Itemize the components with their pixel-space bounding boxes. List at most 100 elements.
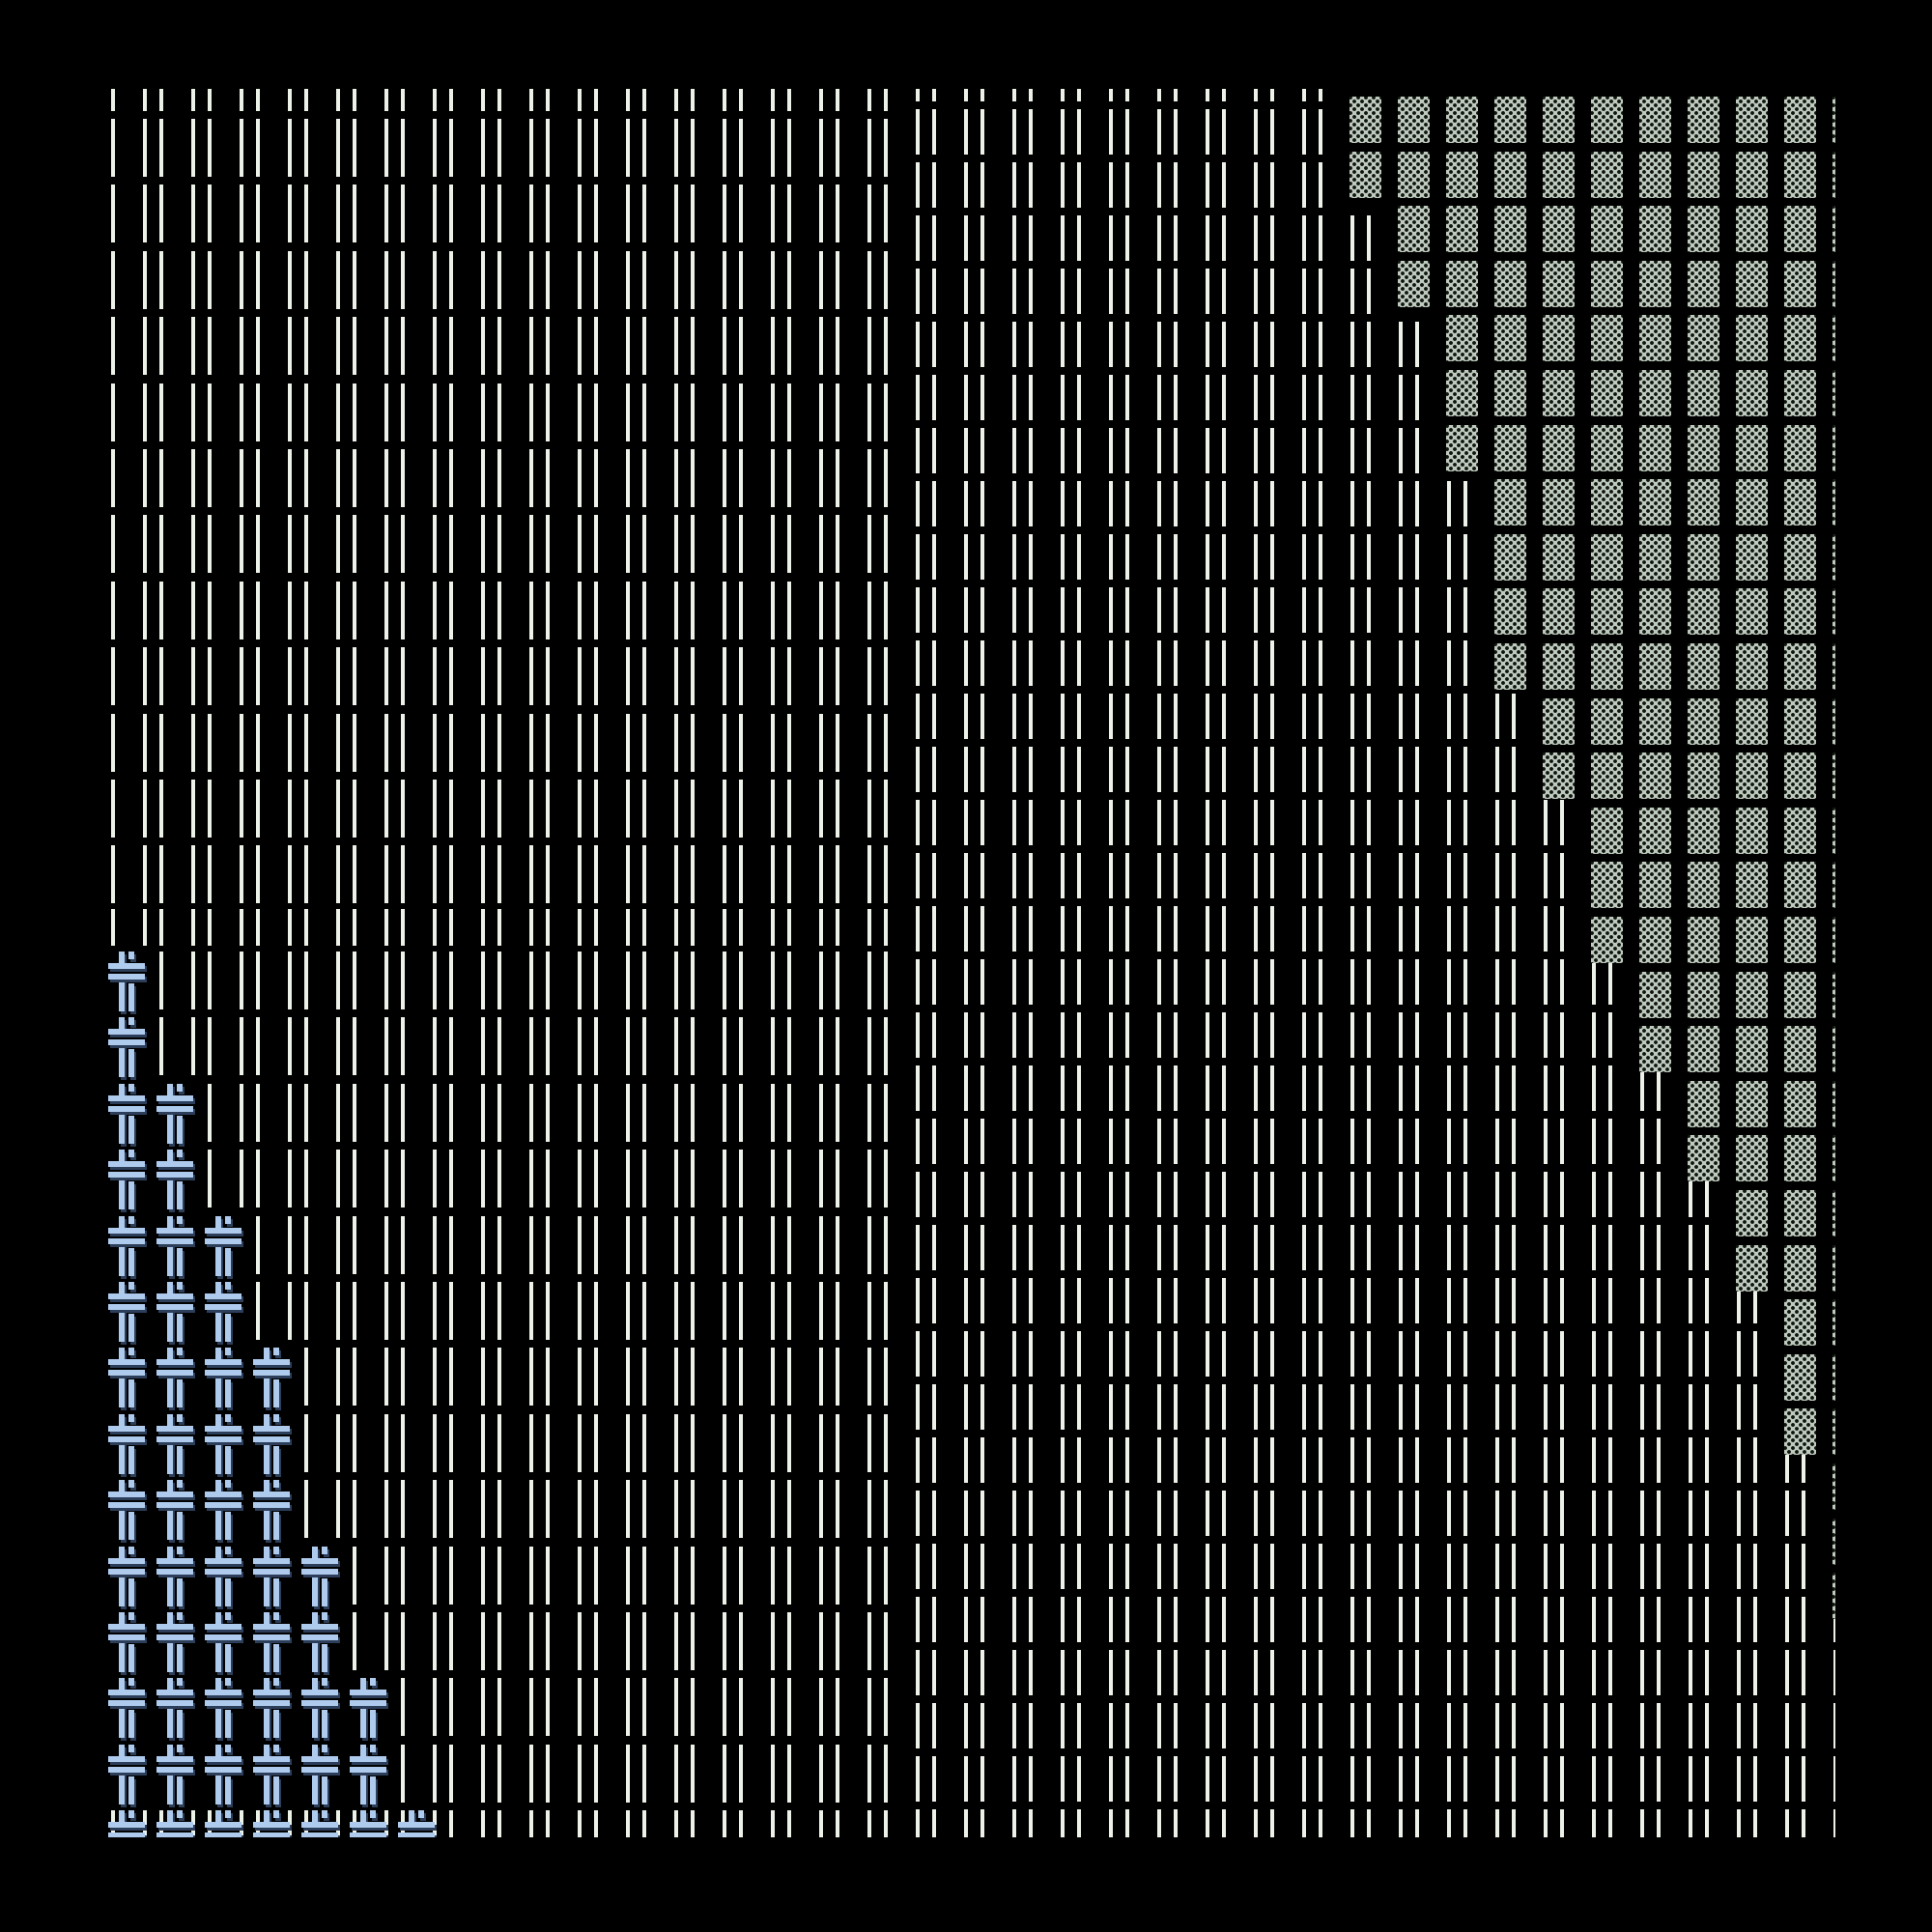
vertical-bar-glyph (1174, 1384, 1178, 1430)
vertical-bar-glyph (1592, 1756, 1596, 1802)
textured-block-glyph (1494, 479, 1526, 526)
vertical-bar-glyph (1125, 640, 1129, 686)
textured-block-glyph (1736, 260, 1768, 307)
vertical-bar-glyph (1157, 1065, 1161, 1111)
vertical-bar-glyph (481, 515, 485, 574)
vertical-bar-glyph (1592, 959, 1596, 1005)
vertical-bar-glyph (1495, 1331, 1499, 1377)
textured-block-glyph (1784, 862, 1816, 909)
double-cross-glyph (301, 1624, 338, 1630)
double-cross-glyph (225, 1413, 231, 1422)
vertical-bar-glyph (1302, 1278, 1306, 1323)
vertical-bar-glyph (1319, 1491, 1322, 1536)
vertical-bar-glyph (1157, 1119, 1161, 1164)
vertical-bar-glyph (1029, 162, 1033, 208)
vertical-bar-glyph (1447, 906, 1451, 952)
vertical-bar-glyph (1608, 1278, 1612, 1323)
vertical-bar-glyph (674, 119, 678, 177)
vertical-bar-glyph (1512, 800, 1516, 845)
textured-block-glyph (1833, 971, 1835, 1018)
vertical-bar-glyph (836, 1150, 839, 1208)
vertical-bar-glyph (401, 119, 405, 177)
vertical-bar-glyph (1174, 1012, 1178, 1058)
vertical-bar-glyph (1657, 1650, 1661, 1695)
vertical-bar-glyph (1157, 1544, 1161, 1589)
vertical-bar-glyph (288, 1810, 292, 1837)
vertical-bar-glyph (304, 250, 308, 309)
vertical-bar-glyph (787, 1348, 791, 1406)
vertical-bar-glyph (964, 1703, 968, 1748)
vertical-bar-glyph (626, 1215, 630, 1274)
vertical-bar-glyph (1495, 800, 1499, 845)
vertical-bar-glyph (1415, 1384, 1419, 1430)
vertical-bar-glyph (1495, 1703, 1499, 1748)
vertical-bar-glyph (336, 89, 340, 111)
vertical-bar-glyph (1109, 322, 1113, 367)
vertical-bar-glyph (1109, 694, 1113, 739)
vertical-bar-glyph (1222, 1278, 1226, 1323)
vertical-bar-glyph (401, 909, 405, 946)
vertical-bar-glyph (191, 1017, 195, 1076)
vertical-bar-glyph (1270, 1278, 1274, 1323)
vertical-bar-glyph (1367, 215, 1371, 261)
vertical-bar-glyph (433, 383, 437, 441)
vertical-bar-glyph (1029, 1172, 1033, 1217)
vertical-bar-glyph (1319, 747, 1322, 792)
vertical-bar-glyph (1270, 959, 1274, 1005)
double-cross-glyph (119, 1413, 125, 1426)
vertical-bar-glyph (1029, 1384, 1033, 1430)
vertical-bar-glyph (353, 515, 356, 574)
vertical-bar-glyph (739, 1678, 743, 1737)
double-cross-glyph (177, 1546, 183, 1554)
vertical-bar-glyph (739, 952, 743, 1009)
vertical-bar-glyph (578, 1612, 582, 1670)
vertical-bar-glyph (353, 1282, 356, 1340)
vertical-bar-glyph (384, 449, 388, 507)
vertical-bar-glyph (143, 89, 147, 111)
vertical-bar-glyph (1174, 1225, 1178, 1270)
double-cross-glyph (205, 1634, 242, 1640)
textured-block-glyph (1543, 588, 1575, 636)
vertical-bar-glyph (1447, 800, 1451, 845)
double-cross-glyph (167, 1810, 173, 1823)
textured-block-glyph (1736, 1190, 1768, 1236)
double-cross-glyph (225, 1512, 231, 1541)
double-cross-glyph (167, 1310, 173, 1342)
vertical-bar-glyph (1705, 1597, 1709, 1642)
vertical-bar-glyph (1302, 1650, 1306, 1695)
vertical-bar-glyph (1270, 215, 1274, 261)
vertical-bar-glyph (691, 952, 695, 1009)
vertical-bar-glyph (1640, 1756, 1644, 1802)
vertical-bar-glyph (1512, 1703, 1516, 1748)
vertical-bar-glyph (497, 383, 501, 441)
vertical-bar-glyph (304, 1348, 308, 1406)
vertical-bar-glyph (932, 534, 936, 580)
vertical-bar-glyph (867, 89, 871, 111)
vertical-bar-glyph (1640, 1809, 1644, 1837)
double-cross-glyph (167, 1678, 173, 1690)
double-cross-glyph (264, 1706, 270, 1739)
vertical-bar-glyph (723, 952, 726, 1009)
vertical-bar-glyph (1463, 1278, 1467, 1323)
vertical-bar-glyph (691, 1612, 695, 1670)
vertical-bar-glyph (449, 1017, 453, 1076)
vertical-bar-glyph (867, 1678, 871, 1737)
vertical-bar-glyph (546, 383, 550, 441)
vertical-bar-glyph (739, 250, 743, 309)
vertical-bar-glyph (1029, 1225, 1033, 1270)
vertical-bar-glyph (594, 581, 598, 639)
vertical-bar-glyph (1302, 162, 1306, 208)
vertical-bar-glyph (916, 853, 920, 898)
double-cross-glyph (205, 1833, 242, 1837)
vertical-bar-glyph (288, 909, 292, 946)
textured-block-glyph (1398, 206, 1430, 253)
vertical-bar-glyph (1125, 109, 1129, 155)
vertical-bar-glyph (497, 119, 501, 177)
vertical-bar-glyph (1077, 215, 1081, 261)
vertical-bar-glyph (1029, 89, 1033, 101)
double-cross-glyph (215, 1376, 221, 1408)
vertical-bar-glyph (143, 1810, 147, 1837)
vertical-bar-glyph (1302, 1119, 1306, 1164)
vertical-bar-glyph (1592, 1278, 1596, 1323)
vertical-bar-glyph (1125, 853, 1129, 898)
